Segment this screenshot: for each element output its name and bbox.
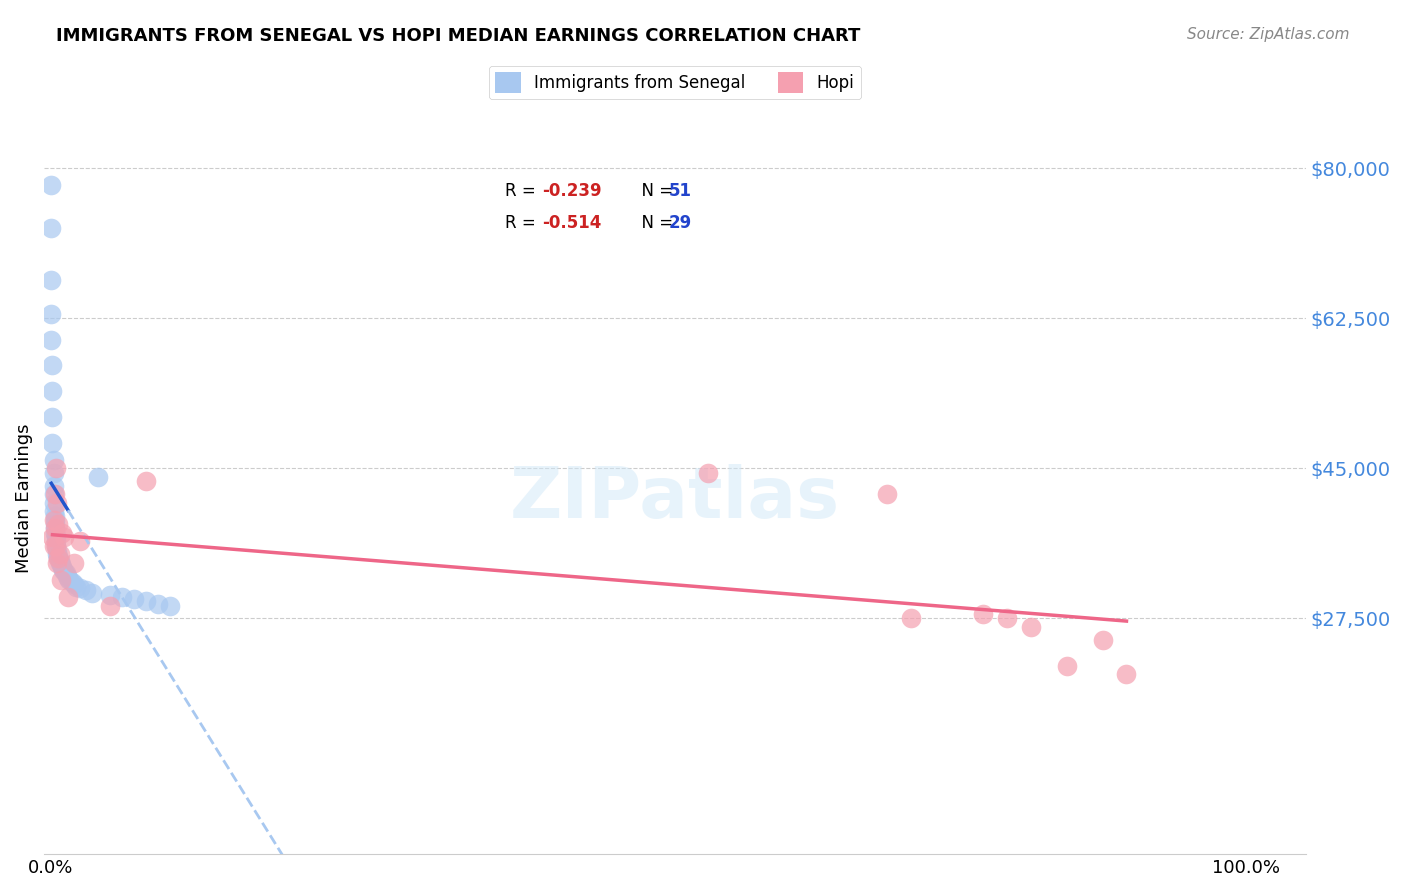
Point	[122, 591, 145, 606]
Point	[55, 566, 77, 580]
Point	[42, 478, 65, 492]
Point	[1091, 632, 1114, 647]
Point	[39, 221, 62, 235]
Point	[44, 513, 66, 527]
Point	[45, 539, 67, 553]
Point	[39, 307, 62, 321]
Text: R =: R =	[505, 214, 541, 232]
Point	[48, 517, 70, 532]
Point	[52, 562, 75, 576]
Point	[63, 577, 86, 591]
Text: IMMIGRANTS FROM SENEGAL VS HOPI MEDIAN EARNINGS CORRELATION CHART: IMMIGRANTS FROM SENEGAL VS HOPI MEDIAN E…	[56, 27, 860, 45]
Point	[48, 551, 70, 566]
Point	[46, 556, 69, 570]
Point	[111, 590, 134, 604]
Point	[159, 599, 181, 613]
Point	[49, 573, 72, 587]
Point	[53, 564, 76, 578]
Point	[48, 547, 70, 561]
Point	[135, 474, 157, 488]
Point	[41, 530, 63, 544]
Point	[44, 521, 66, 535]
Point	[1115, 667, 1137, 681]
Point	[42, 496, 65, 510]
Point	[48, 556, 70, 570]
Point	[135, 594, 157, 608]
Point	[45, 534, 67, 549]
Point	[42, 539, 65, 553]
Point	[44, 487, 66, 501]
Point	[45, 539, 67, 553]
Text: R =: R =	[505, 182, 541, 200]
Point	[45, 530, 67, 544]
Text: -0.239: -0.239	[543, 182, 602, 200]
Point	[48, 549, 70, 563]
Text: N =: N =	[631, 182, 678, 200]
Point	[53, 530, 76, 544]
Point	[56, 571, 79, 585]
Point	[39, 333, 62, 347]
Point	[41, 435, 63, 450]
Point	[46, 496, 69, 510]
Point	[41, 409, 63, 424]
Point	[51, 525, 73, 540]
Point	[39, 273, 62, 287]
Legend: Immigrants from Senegal, Hopi: Immigrants from Senegal, Hopi	[489, 65, 860, 99]
Point	[995, 611, 1018, 625]
Text: 51: 51	[669, 182, 692, 200]
Point	[1056, 658, 1078, 673]
Point	[80, 585, 103, 599]
Point	[98, 588, 121, 602]
Point	[45, 528, 67, 542]
Text: ZIPatlas: ZIPatlas	[510, 464, 839, 533]
Y-axis label: Median Earnings: Median Earnings	[15, 424, 32, 574]
Point	[69, 582, 91, 596]
Text: -0.514: -0.514	[543, 214, 602, 232]
Point	[41, 384, 63, 399]
Text: 29: 29	[669, 214, 692, 232]
Point	[63, 556, 86, 570]
Point	[65, 580, 87, 594]
Point	[56, 590, 79, 604]
Point	[876, 487, 898, 501]
Point	[42, 487, 65, 501]
Point	[45, 461, 67, 475]
Point	[146, 597, 169, 611]
Point	[44, 508, 66, 523]
Point	[46, 547, 69, 561]
Point	[42, 504, 65, 518]
Point	[58, 573, 80, 587]
Text: N =: N =	[631, 214, 678, 232]
Point	[56, 568, 79, 582]
Point	[42, 452, 65, 467]
Point	[48, 554, 70, 568]
Point	[42, 513, 65, 527]
Point	[41, 359, 63, 373]
Text: Source: ZipAtlas.com: Source: ZipAtlas.com	[1187, 27, 1350, 42]
Point	[44, 525, 66, 540]
Point	[48, 551, 70, 566]
Point	[900, 611, 922, 625]
Point	[972, 607, 994, 621]
Point	[49, 558, 72, 572]
Point	[42, 466, 65, 480]
Point	[44, 517, 66, 532]
Point	[44, 521, 66, 535]
Point	[98, 599, 121, 613]
Point	[46, 542, 69, 557]
Point	[51, 560, 73, 574]
Point	[69, 534, 91, 549]
Point	[696, 466, 718, 480]
Point	[1019, 620, 1042, 634]
Point	[75, 583, 97, 598]
Point	[60, 574, 83, 589]
Point	[39, 178, 62, 193]
Point	[87, 470, 110, 484]
